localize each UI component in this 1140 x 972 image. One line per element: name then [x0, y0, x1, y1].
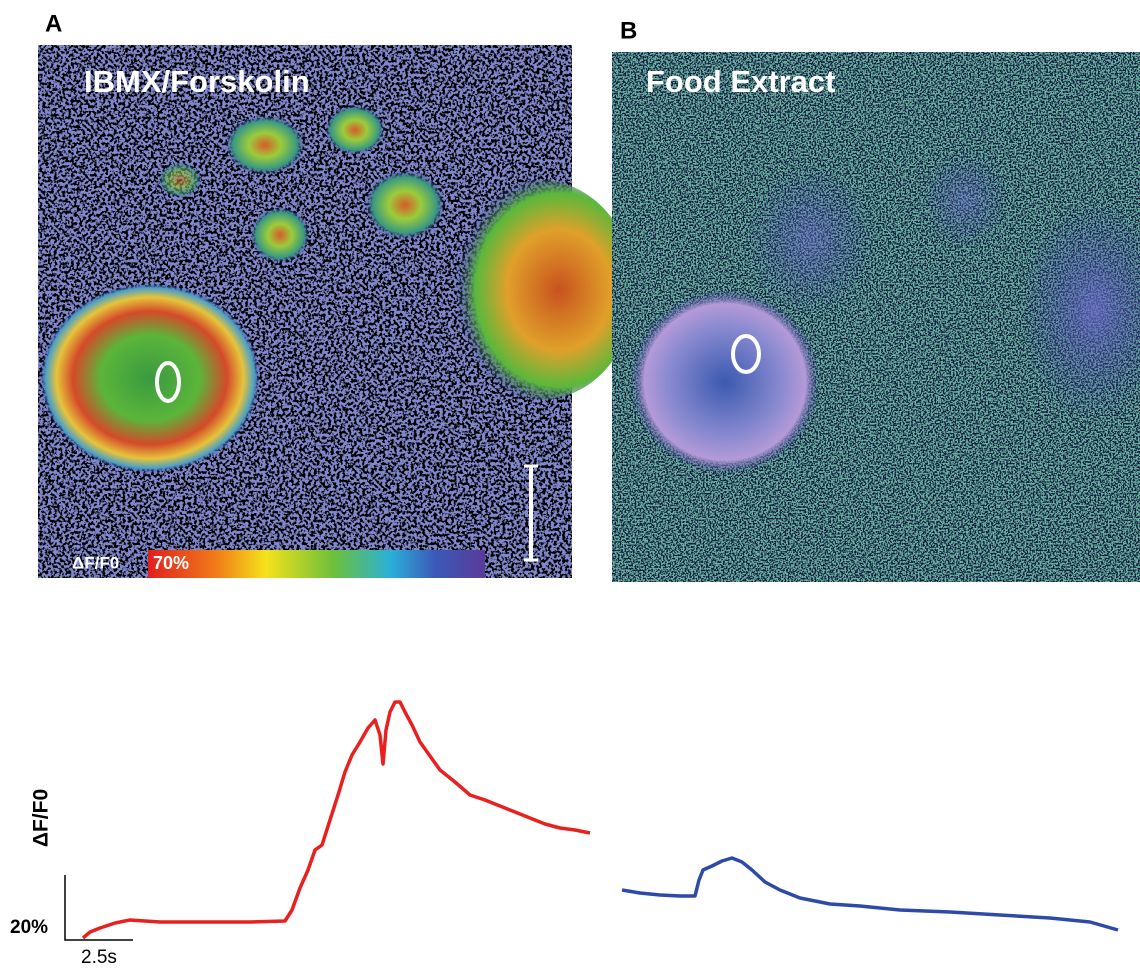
- cell: [225, 115, 305, 175]
- panel-label: A: [45, 10, 62, 37]
- trace-b: [622, 858, 1118, 930]
- cell: [365, 170, 445, 240]
- page: {"panels": [ {"label": "A", "title": "IB…: [0, 0, 1140, 972]
- panel-label: B: [620, 17, 637, 44]
- panel-b-image: Food Extract: [612, 52, 1140, 582]
- y-axis-label: ΔF/F0: [30, 789, 53, 847]
- trace-scale: 20% 2.5s ΔF/F0: [10, 789, 133, 968]
- colorbar-max: 70%: [153, 553, 189, 573]
- cell: [40, 283, 260, 473]
- colorbar: [148, 550, 485, 578]
- panel-title: IBMX/Forskolin: [84, 64, 310, 99]
- panel-title: Food Extract: [646, 64, 835, 99]
- trace-a: [83, 702, 590, 938]
- cell: [158, 162, 202, 198]
- cell: [630, 290, 820, 474]
- cell: [445, 180, 635, 400]
- figure: ΔF/F0 70% IBMX/Forskolin A Food Extract …: [0, 0, 1140, 972]
- cell: [250, 207, 310, 263]
- scale-y-size: 20%: [10, 917, 48, 938]
- panel-a-image: ΔF/F0 70% IBMX/Forskolin: [38, 45, 635, 578]
- cell: [745, 165, 875, 315]
- cell: [325, 105, 385, 155]
- cell: [920, 150, 1010, 250]
- scale-x-size: 2.5s: [81, 947, 117, 968]
- colorbar-label: ΔF/F0: [72, 553, 119, 572]
